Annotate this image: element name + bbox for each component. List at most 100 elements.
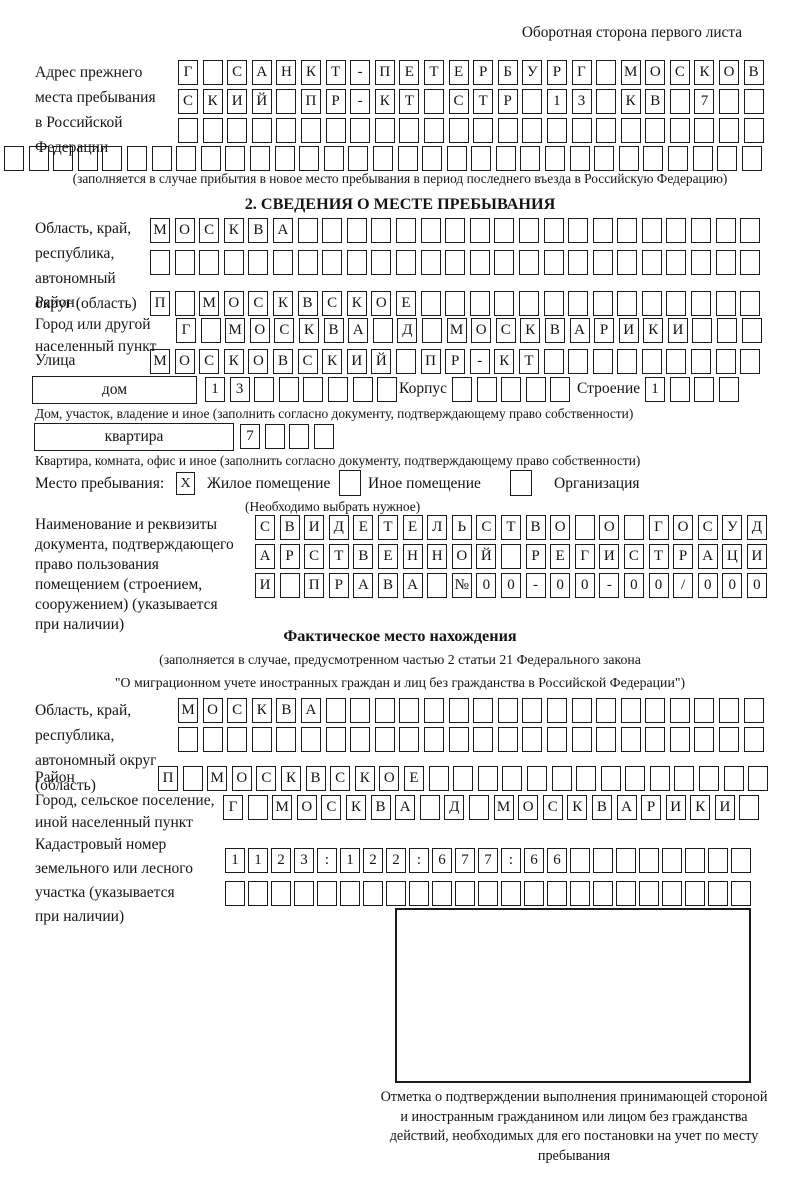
char-box: Д — [746, 515, 767, 540]
char-box — [174, 250, 195, 275]
char-box — [374, 727, 395, 752]
char-box: О — [371, 291, 392, 316]
char-box: К — [298, 318, 319, 343]
char-box: И — [346, 349, 367, 374]
apartment-field-box: квартира — [34, 423, 234, 451]
char-box — [325, 118, 346, 143]
char-box — [299, 146, 320, 171]
char-box: Т — [518, 349, 539, 374]
char-box: М — [207, 766, 228, 791]
char-box — [395, 250, 416, 275]
char-box — [453, 766, 474, 791]
char-box — [596, 727, 617, 752]
char-box: Р — [641, 795, 662, 820]
char-box: Т — [423, 60, 444, 85]
char-box — [494, 250, 515, 275]
char-box — [741, 318, 762, 343]
char-box: К — [643, 318, 664, 343]
char-box — [740, 218, 761, 243]
char-box: Ц — [722, 544, 743, 569]
char-box — [317, 881, 337, 906]
char-box: О — [174, 218, 195, 243]
char-box: П — [304, 573, 325, 598]
char-box — [543, 250, 564, 275]
char-box: Г — [648, 515, 669, 540]
char-box — [448, 118, 469, 143]
char-box — [617, 218, 638, 243]
char-box: Р — [473, 60, 494, 85]
char-box — [469, 250, 490, 275]
char-box — [251, 727, 272, 752]
char-box — [455, 881, 475, 906]
char-box — [547, 881, 567, 906]
char-box: А — [353, 573, 374, 598]
char-box — [468, 795, 489, 820]
char-box: И — [746, 544, 767, 569]
char-box — [574, 515, 595, 540]
char-box: В — [353, 544, 374, 569]
char-box: В — [276, 698, 297, 723]
char-box — [740, 291, 761, 316]
char-box — [694, 118, 715, 143]
char-box — [543, 218, 564, 243]
char-box — [639, 881, 659, 906]
page-corner-note: Оборотная сторона первого листа — [521, 24, 742, 41]
char-box — [551, 766, 572, 791]
char-box — [77, 146, 98, 171]
char-box — [623, 515, 644, 540]
char-box: Р — [497, 89, 518, 114]
char-box: 7 — [240, 424, 260, 449]
char-box: К — [202, 89, 223, 114]
char-box — [399, 727, 420, 752]
char-box — [723, 766, 744, 791]
char-box: Р — [325, 89, 346, 114]
char-box: Е — [403, 766, 424, 791]
char-box — [594, 146, 615, 171]
char-box: О — [673, 515, 694, 540]
char-box: К — [620, 89, 641, 114]
char-box — [363, 881, 383, 906]
char-box: 6 — [547, 848, 567, 873]
char-box — [352, 377, 373, 402]
char-box — [297, 218, 318, 243]
char-box: А — [251, 60, 272, 85]
char-box — [248, 881, 268, 906]
char-box: С — [256, 766, 277, 791]
char-box — [719, 727, 740, 752]
char-box: В — [743, 60, 764, 85]
char-box: В — [544, 318, 565, 343]
char-box: В — [370, 795, 391, 820]
char-box: 3 — [229, 377, 250, 402]
char-box: А — [395, 795, 416, 820]
char-box: Т — [325, 60, 346, 85]
char-box: В — [377, 573, 398, 598]
char-box: М — [493, 795, 514, 820]
char-box: В — [525, 515, 546, 540]
char-box: В — [248, 218, 269, 243]
char-box — [546, 118, 567, 143]
char-box — [294, 881, 314, 906]
char-box: С — [227, 698, 248, 723]
char-box: Е — [402, 515, 423, 540]
char-box — [150, 250, 170, 275]
char-box: И — [665, 795, 686, 820]
char-box: М — [620, 60, 641, 85]
char-box — [643, 146, 664, 171]
char-box — [596, 89, 617, 114]
actual-city-label: Город, сельское поселение, иной населенн… — [35, 792, 215, 831]
char-box: У — [522, 60, 543, 85]
char-box: К — [494, 349, 515, 374]
char-box — [350, 698, 371, 723]
char-box — [592, 291, 613, 316]
char-box — [662, 881, 682, 906]
korpus-label: Корпус — [399, 380, 447, 397]
char-box — [322, 218, 343, 243]
char-box: И — [714, 795, 735, 820]
char-box: 2 — [363, 848, 383, 873]
char-box: К — [223, 349, 244, 374]
actual-region-row-2 — [178, 727, 764, 752]
char-box — [546, 698, 567, 723]
